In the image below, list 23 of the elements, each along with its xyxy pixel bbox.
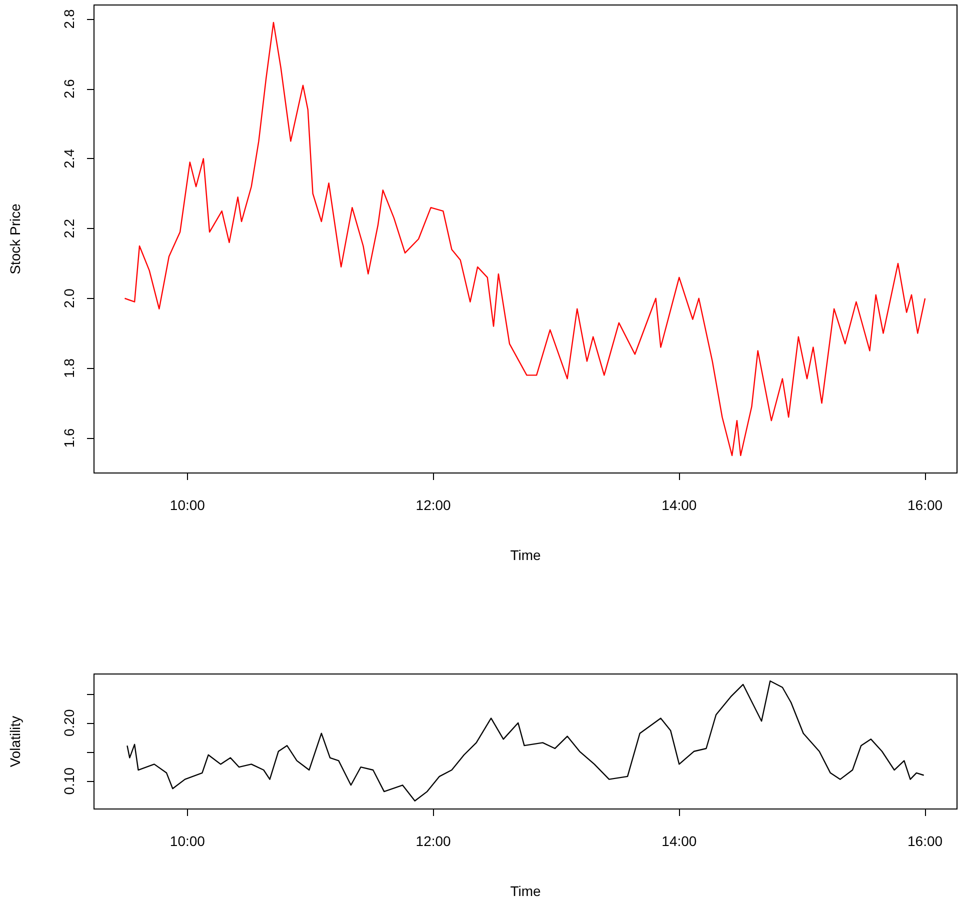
line-series — [126, 680, 924, 802]
x-tick-label: 12:00 — [416, 833, 452, 849]
y-tick-label: 2.8 — [61, 9, 77, 29]
x-tick-label: 12:00 — [416, 497, 452, 513]
x-tick-label: 10:00 — [170, 497, 206, 513]
y-tick-label: 1.8 — [61, 358, 77, 378]
y-tick-label: 2.0 — [61, 288, 77, 308]
x-tick-label: 16:00 — [908, 497, 943, 513]
y-tick-label: 0.10 — [61, 767, 77, 795]
y-tick-label: 2.2 — [61, 218, 77, 238]
y-axis-title: Stock Price — [7, 203, 23, 274]
x-axis-title: Time — [510, 883, 542, 899]
x-axis-title: Time — [510, 547, 542, 563]
y-axis-title: Volatility — [7, 716, 23, 768]
y-tick-label: 1.6 — [61, 428, 77, 448]
y-tick-label: 0.20 — [61, 709, 77, 737]
x-tick-label: 16:00 — [908, 833, 943, 849]
x-tick-label: 14:00 — [662, 497, 697, 513]
x-tick-label: 10:00 — [170, 833, 206, 849]
y-tick-label: 2.4 — [61, 148, 77, 168]
y-tick-label: 2.6 — [61, 78, 77, 99]
line-series — [124, 22, 926, 456]
x-tick-label: 14:00 — [662, 833, 697, 849]
